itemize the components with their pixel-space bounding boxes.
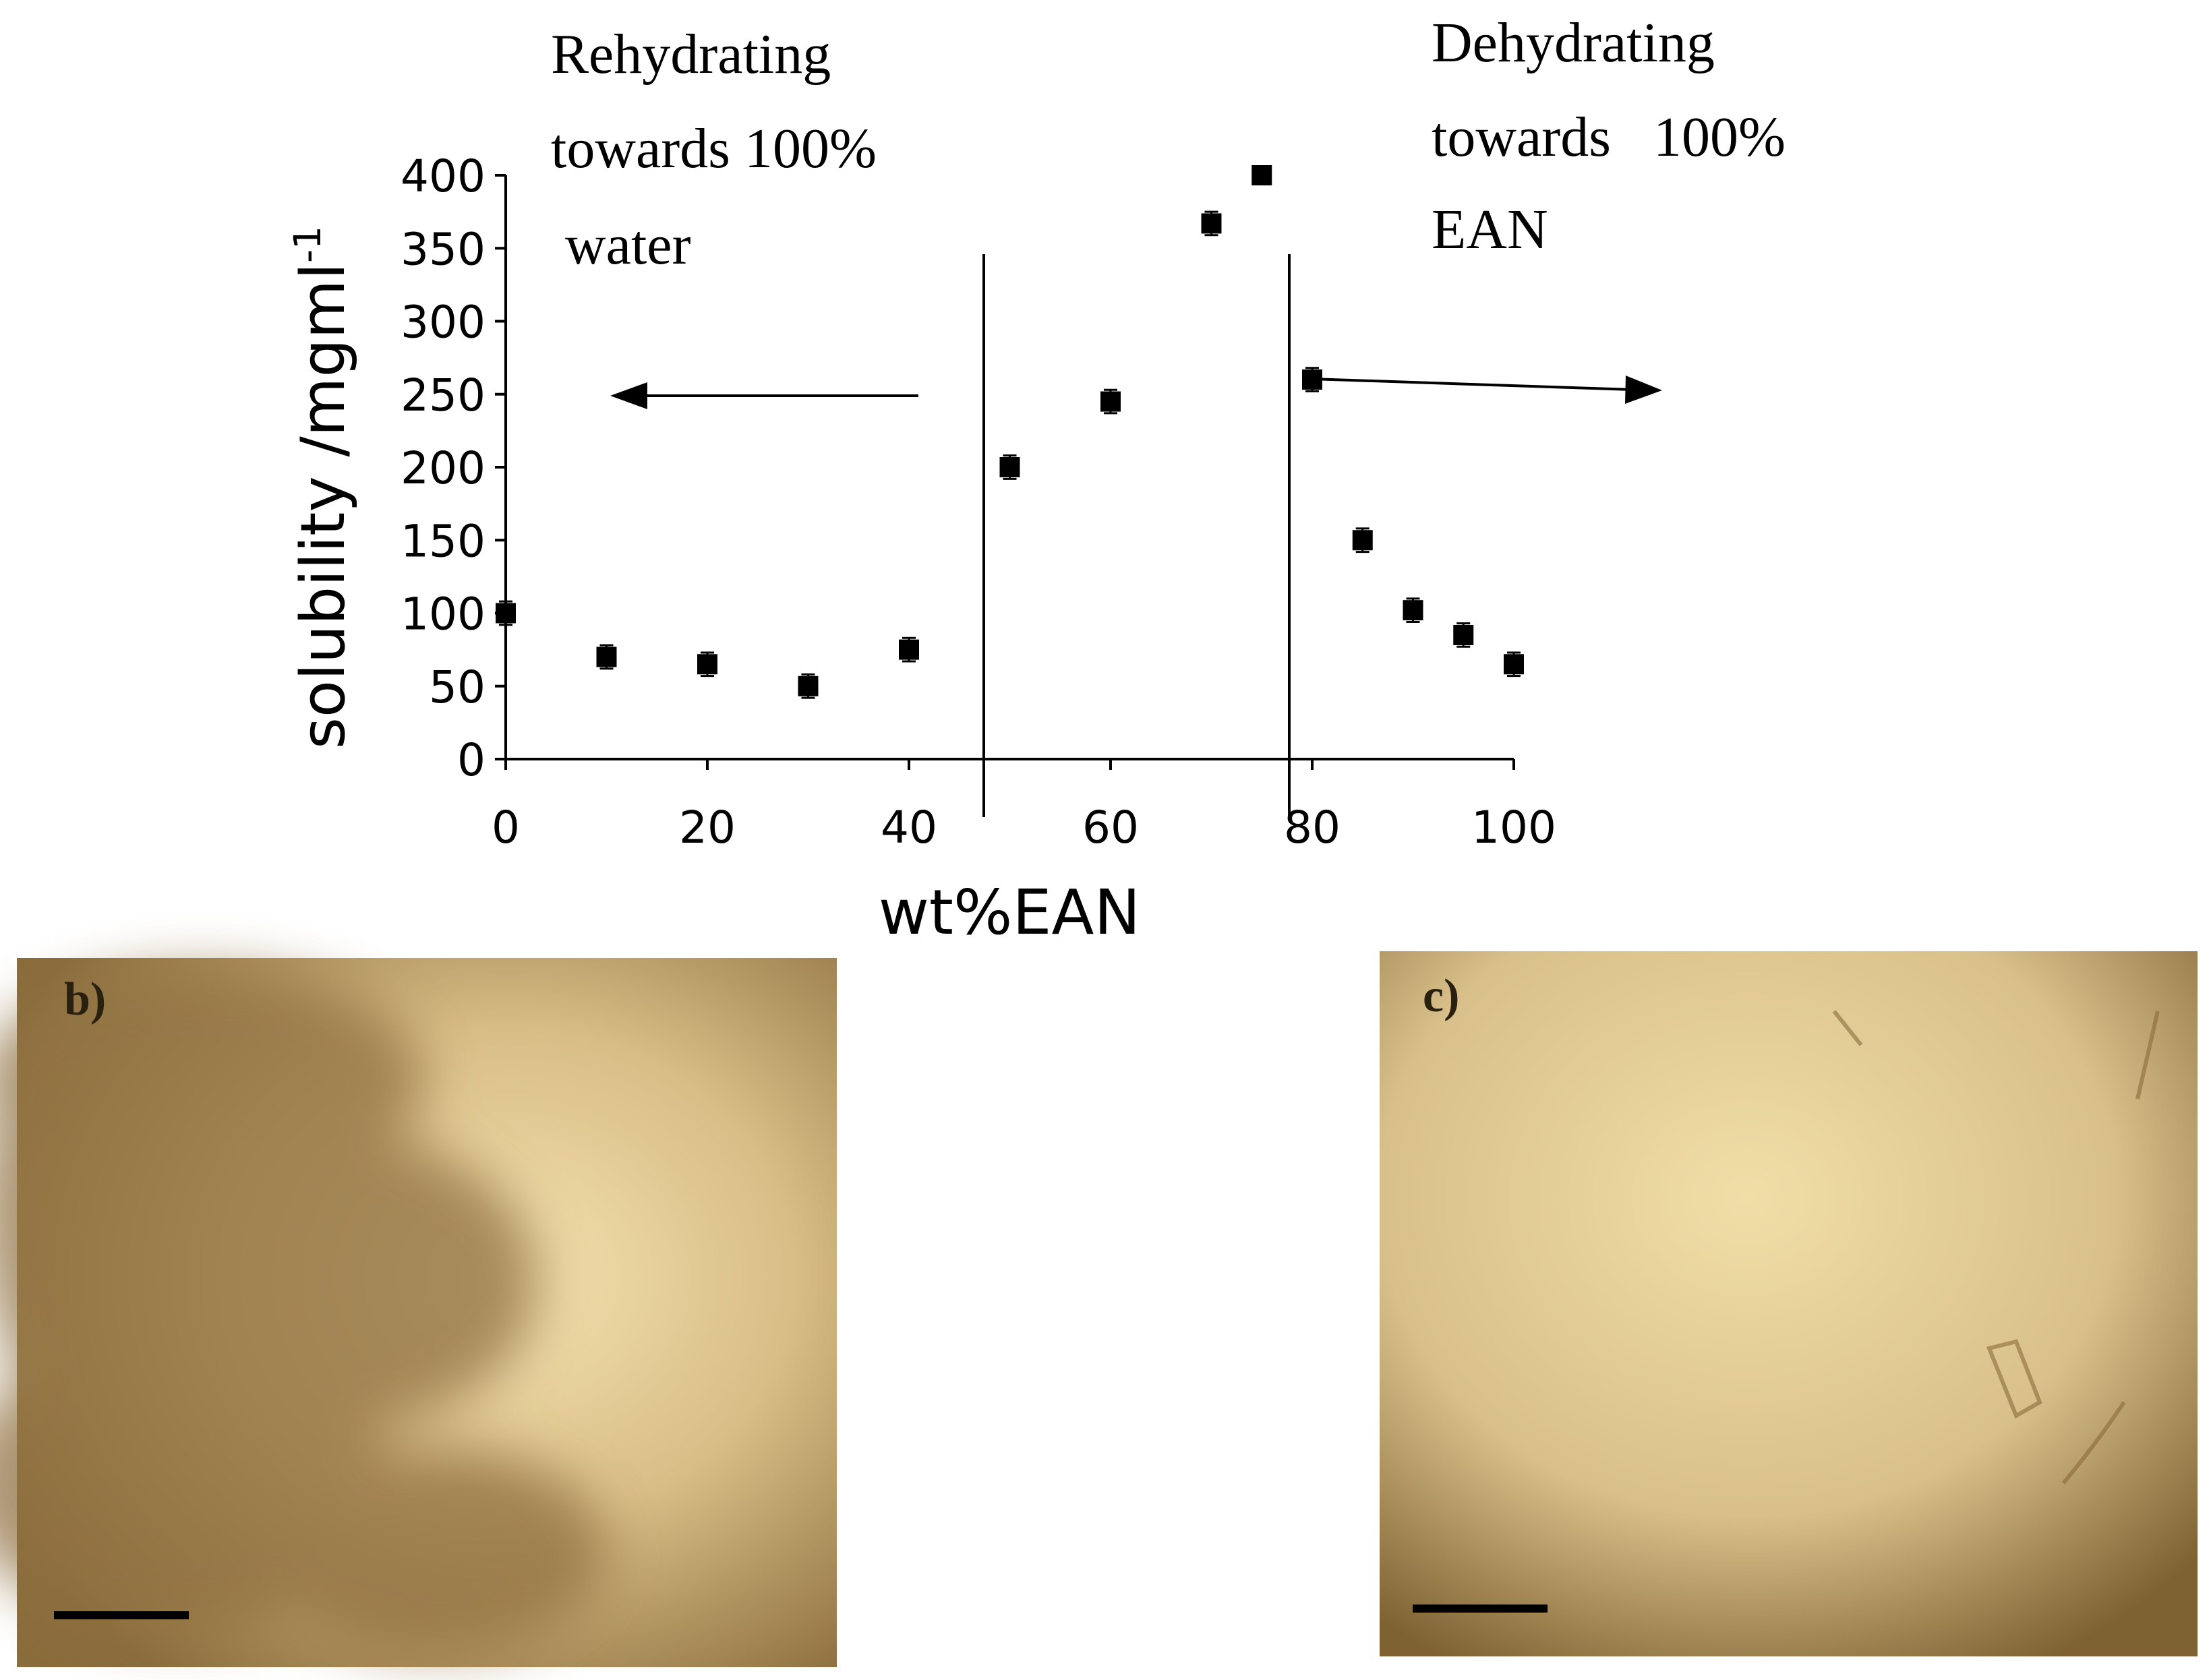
point [1302,369,1322,390]
annotation: Rehydrating [551,23,831,86]
arrow-left [610,382,918,409]
annotation: towards 100% [1432,106,1786,169]
annotation: water [551,214,691,276]
x-axis-title: wt%EAN [879,876,1141,949]
point [1201,213,1222,234]
point [999,457,1020,477]
x-tick-label: 20 [679,802,736,853]
point [1100,391,1121,412]
point [596,647,617,667]
point [798,676,819,696]
y-axis-title-text: solubility /mgml [288,263,359,749]
panel-label: b) [64,973,106,1025]
y-tick-label: 350 [401,223,485,275]
panel-label: c) [1423,970,1459,1022]
x-tick-label: 60 [1082,802,1139,853]
annotation: towards 100% [551,117,877,180]
photo-c: c) [1380,951,2198,1656]
y-tick-label: 250 [401,369,485,421]
point [1504,654,1524,675]
x-tick-label: 100 [1471,802,1556,853]
y-axis-title-superscript: -1 [286,226,329,263]
point [1251,165,1272,185]
y-tick-label: 0 [457,734,485,786]
point [899,639,919,660]
point [1403,600,1423,621]
point [1453,624,1474,645]
plot: 0 50 100 150 200 250 300 350 400 0 20 40 60 80 100 Rehy… [401,11,1786,853]
photo-b: b) [0,958,837,1667]
y-tick-label: 150 [401,515,485,567]
x-tick-label: 0 [492,802,520,853]
y-tick-label: 50 [429,661,485,713]
point [496,603,516,624]
y-tick-label: 300 [401,297,485,349]
y-tick-label: 100 [401,589,485,640]
x-tick-label: 80 [1284,802,1341,853]
arrow-right [1311,376,1662,404]
annotation: EAN [1432,198,1548,261]
annotation: Dehydrating [1432,11,1715,74]
y-tick-label: 200 [401,442,485,494]
point [1352,530,1373,551]
y-axis-title: solubility /mgml-1 [286,226,359,749]
x-tick-label: 40 [881,802,937,853]
point [697,654,717,675]
y-tick-label: 400 [401,150,485,202]
